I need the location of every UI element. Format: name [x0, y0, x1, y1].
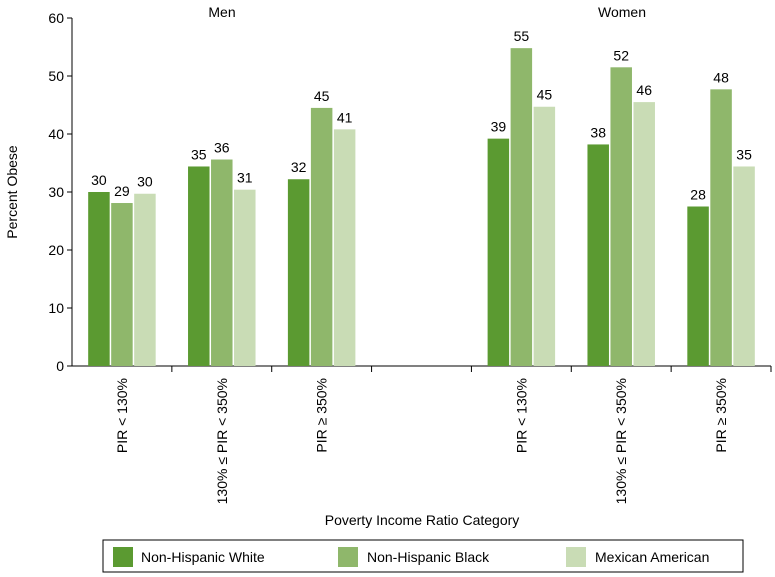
- group-label-men: Men: [208, 4, 235, 20]
- bar: [287, 179, 310, 366]
- data-label: 32: [291, 159, 307, 175]
- data-label: 52: [613, 47, 629, 63]
- bar: [687, 206, 709, 366]
- bar: [510, 48, 533, 366]
- category-label: PIR < 130%: [513, 378, 529, 453]
- legend-box: [102, 539, 744, 573]
- bar: [188, 166, 210, 366]
- bar: [587, 144, 609, 366]
- data-labels: 30 29 30 35 36 31 32 45 41 39 55 45 38 52 46 28 48 35: [91, 28, 752, 202]
- y-tick-label: 50: [48, 68, 64, 84]
- data-label: 35: [191, 146, 207, 162]
- bar: [134, 193, 156, 366]
- data-label: 30: [91, 172, 107, 188]
- legend-label-mexican-american: Mexican American: [595, 549, 709, 565]
- data-label: 28: [690, 187, 706, 203]
- bar: [733, 166, 755, 366]
- category-label: 130% ≤ PIR < 350%: [613, 378, 629, 504]
- data-label: 48: [713, 69, 729, 85]
- data-label: 35: [736, 146, 752, 162]
- bar: [111, 203, 133, 366]
- y-tick-label: 30: [48, 184, 64, 200]
- category-label: PIR ≥ 350%: [314, 378, 330, 453]
- data-label: 55: [514, 28, 530, 44]
- bar: [310, 107, 333, 367]
- category-label: PIR ≥ 350%: [713, 378, 729, 453]
- data-label: 36: [214, 140, 230, 156]
- category-label: PIR < 130%: [114, 378, 130, 453]
- category-label: 130% ≤ PIR < 350%: [214, 378, 230, 504]
- y-tick-label: 60: [48, 10, 64, 26]
- data-label: 29: [114, 183, 130, 199]
- legend-swatch-non-hispanic-white: [113, 547, 133, 567]
- y-tick-label: 20: [48, 242, 64, 258]
- legend: Non-Hispanic White Non-Hispanic Black Me…: [102, 539, 744, 573]
- y-tick-label: 40: [48, 126, 64, 142]
- axes: 0 10 20 30 40 50 60: [48, 10, 772, 374]
- y-tick-label: 10: [48, 300, 64, 316]
- bar: [211, 159, 233, 366]
- data-label: 46: [636, 82, 652, 98]
- legend-swatch-non-hispanic-black: [338, 547, 358, 567]
- data-label: 45: [537, 87, 553, 103]
- data-label: 45: [314, 88, 330, 104]
- data-label: 41: [337, 109, 353, 125]
- bar: [610, 67, 632, 367]
- data-label: 39: [491, 119, 507, 135]
- bar: [533, 106, 556, 367]
- bar: [88, 192, 110, 366]
- bar: [710, 89, 732, 366]
- bar: [234, 189, 256, 366]
- bar: [633, 102, 655, 366]
- data-label: 31: [237, 170, 253, 186]
- legend-label-non-hispanic-white: Non-Hispanic White: [141, 549, 265, 565]
- y-tick-label: 0: [56, 358, 64, 374]
- x-axis-title: Poverty Income Ratio Category: [325, 512, 520, 528]
- data-label: 38: [590, 124, 606, 140]
- bars: [88, 48, 755, 367]
- bar: [487, 138, 510, 366]
- group-label-women: Women: [598, 4, 646, 20]
- legend-label-non-hispanic-black: Non-Hispanic Black: [367, 549, 490, 565]
- category-labels: PIR < 130% 130% ≤ PIR < 350% PIR ≥ 350% PIR…: [114, 378, 729, 504]
- legend-swatch-mexican-american: [566, 547, 586, 567]
- bar: [333, 129, 356, 366]
- data-label: 30: [137, 174, 153, 190]
- y-axis-title: Percent Obese: [4, 145, 20, 239]
